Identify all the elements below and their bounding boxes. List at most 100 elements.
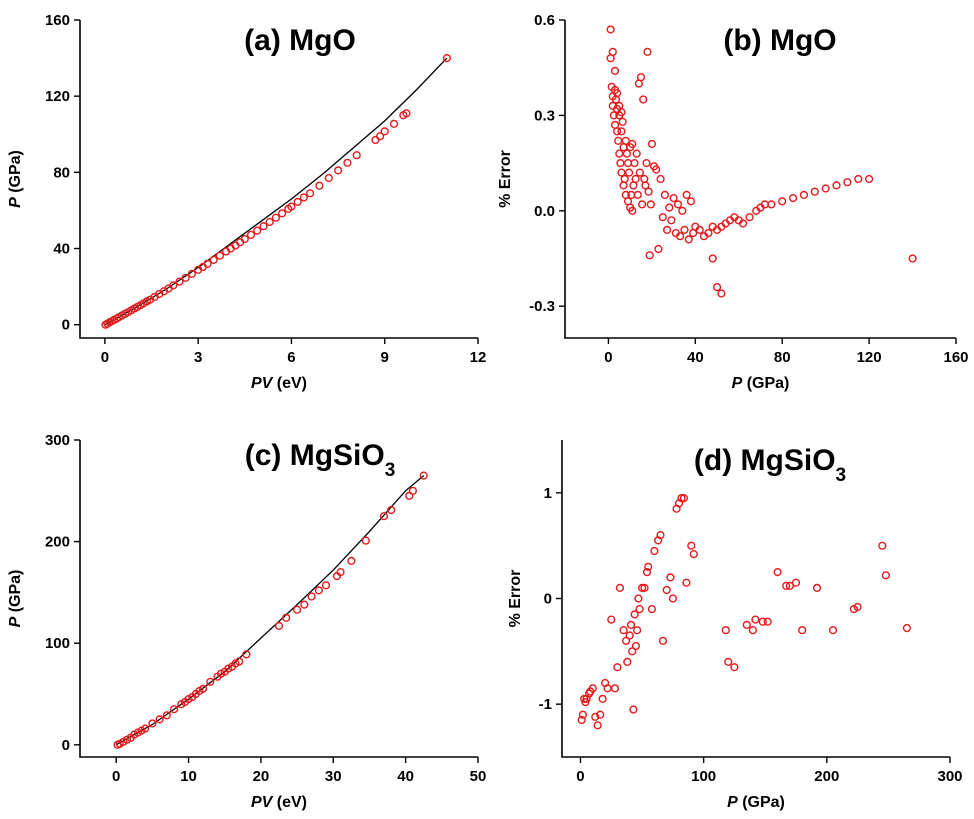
data-point [730, 663, 739, 672]
data-point [614, 136, 623, 145]
data-point [162, 711, 171, 720]
data-point [274, 621, 284, 631]
x-axis-title: P (GPa) [732, 375, 790, 392]
data-point [644, 562, 653, 571]
data-point [608, 47, 617, 56]
y-tick-label: -0.3 [529, 298, 555, 315]
data-point [640, 174, 649, 184]
data-point [622, 149, 632, 158]
data-point [612, 88, 622, 98]
data-point [810, 187, 819, 196]
data-point [242, 650, 251, 659]
panel-title: (c) MgSiO3 [245, 439, 396, 481]
x-tick-label: 40 [397, 768, 414, 785]
data-point [785, 581, 795, 590]
data-point [644, 187, 653, 196]
data-point [259, 222, 268, 231]
axes-frame [564, 20, 956, 339]
data-point [148, 719, 157, 728]
data-point [717, 289, 726, 298]
x-tick-label: 20 [253, 768, 270, 785]
data-point [812, 583, 822, 593]
x-tick-label: 6 [287, 349, 295, 366]
y-tick-label: 40 [53, 241, 70, 258]
y-tick-label: 1 [544, 485, 552, 502]
data-point [617, 127, 626, 136]
data-point [637, 200, 647, 209]
data-point [628, 206, 637, 215]
data-point [402, 109, 411, 118]
data-point [773, 567, 782, 577]
data-point [610, 66, 620, 76]
data-point [677, 494, 686, 503]
data-point [591, 712, 600, 721]
data-point [618, 117, 627, 126]
data-point [621, 136, 630, 145]
data-point [633, 190, 642, 200]
x-tick-label: 10 [180, 768, 197, 785]
data-point [619, 181, 628, 190]
data-point [635, 168, 645, 177]
data-point [361, 536, 370, 545]
y-tick-label: 0 [544, 591, 552, 608]
data-point [615, 149, 624, 158]
data-point [334, 166, 343, 175]
x-tick-label: 120 [857, 349, 882, 366]
data-point [636, 73, 646, 82]
data-point [647, 604, 657, 614]
data-point [853, 602, 862, 612]
data-point [588, 684, 597, 693]
data-point [669, 194, 678, 203]
data-point [666, 573, 675, 582]
data-point [324, 173, 333, 183]
data-point [628, 647, 637, 656]
data-point [668, 594, 678, 603]
y-tick-label: 80 [53, 164, 70, 181]
data-point [748, 626, 758, 635]
data-point [680, 225, 689, 235]
data-point [689, 549, 698, 559]
data-point [632, 149, 641, 158]
data-point [343, 158, 352, 167]
panel-d: 0 100 200 300 -1 0 1 P (GPa) % Error (d) MgSiO3 [507, 440, 963, 811]
x-tick-label: 3 [194, 349, 202, 366]
data-point [881, 571, 891, 580]
data-point [578, 710, 588, 719]
data-point [181, 273, 190, 282]
data-point [678, 206, 687, 215]
data-point [662, 585, 671, 595]
panel-c: 0 10 20 30 40 50 0 100 200 300 PV (eV) P (GPa) (c) M… [7, 432, 486, 811]
data-point [293, 605, 302, 614]
data-point [652, 165, 661, 174]
data-point [682, 578, 691, 587]
data-point [878, 541, 887, 550]
data-point [864, 174, 874, 184]
data-point [724, 657, 733, 667]
data-point [667, 216, 676, 225]
axes-frame [561, 440, 950, 758]
data-point [209, 255, 218, 265]
data-point [336, 567, 345, 577]
data-point [641, 181, 650, 190]
data-point [673, 200, 683, 209]
data-point [379, 512, 389, 521]
y-axis-title: P (GPa) [7, 570, 24, 628]
x-tick-label: 0 [112, 768, 120, 785]
x-tick-label: 0 [604, 349, 612, 366]
data-point [619, 626, 628, 635]
y-tick-label: 0 [62, 737, 70, 754]
panel-title: (d) MgSiO3 [694, 444, 846, 486]
x-tick-label: 0 [576, 768, 584, 785]
data-point [679, 494, 689, 503]
x-tick-label: 0 [101, 349, 109, 366]
axes-frame [79, 20, 478, 339]
panel-title: (b) MgO [723, 24, 836, 57]
data-point [299, 193, 309, 202]
data-point [616, 159, 625, 168]
x-tick-label: 100 [691, 768, 716, 785]
data-point [635, 604, 644, 614]
data-point [647, 139, 657, 149]
data-point [799, 190, 809, 200]
y-tick-label: 0.6 [534, 12, 555, 29]
